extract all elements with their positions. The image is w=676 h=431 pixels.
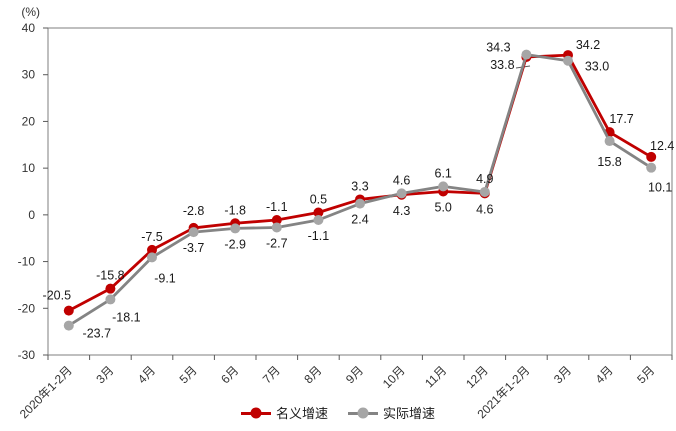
x-axis-label: 6月 — [218, 363, 241, 386]
y-axis-unit-label: (%) — [21, 5, 40, 19]
x-axis-label: 3月 — [93, 363, 116, 386]
data-label-s0-8: 4.3 — [393, 204, 410, 218]
data-label-s1-1: -18.1 — [112, 310, 141, 324]
x-axis-label: 8月 — [301, 363, 324, 386]
data-label-s1-9: 6.1 — [435, 166, 452, 180]
data-label-s0-6: 0.5 — [310, 193, 327, 207]
plot-area-border — [47, 27, 673, 356]
x-axis-label: 10月 — [380, 363, 408, 391]
data-point-s1-0 — [63, 320, 74, 331]
data-label-s1-11: 34.3 — [486, 41, 510, 55]
x-axis-label: 11月 — [422, 363, 449, 390]
x-axis-label: 9月 — [343, 363, 366, 386]
data-label-s0-4: -1.8 — [224, 203, 246, 217]
data-label-s1-14: 10.1 — [648, 181, 672, 195]
data-point-s1-3 — [188, 227, 199, 238]
legend-marker-real-icon — [348, 407, 378, 419]
legend-dot-nominal-icon — [250, 407, 262, 418]
data-label-s0-12: 34.2 — [576, 38, 600, 52]
y-axis-tick-label: 30 — [22, 68, 36, 82]
data-point-s1-2 — [147, 252, 157, 263]
data-point-s0-2 — [147, 244, 157, 255]
data-label-s1-12: 33.0 — [585, 60, 609, 74]
y-axis-tick-label: 40 — [22, 21, 36, 35]
data-label-s1-7: 2.4 — [351, 213, 368, 227]
x-axis-label: 5月 — [634, 363, 657, 386]
data-point-s1-10 — [479, 186, 490, 197]
y-axis-tick-label: -20 — [18, 301, 36, 315]
y-axis-tick-label: 20 — [22, 114, 36, 128]
chart-legend: 名义增速 实际增速 — [0, 403, 676, 422]
data-label-s1-0: -23.7 — [83, 327, 112, 341]
data-point-s1-9 — [438, 181, 449, 192]
y-axis-tick-label: -10 — [18, 255, 36, 269]
data-label-s0-7: 3.3 — [351, 179, 368, 193]
data-point-s0-14 — [646, 151, 657, 162]
data-point-s1-14 — [646, 162, 657, 173]
data-label-s1-3: -3.7 — [183, 241, 205, 255]
data-label-s1-8: 4.6 — [393, 173, 410, 187]
y-axis-tick-label: -30 — [18, 348, 36, 362]
data-point-s0-0 — [63, 305, 74, 316]
data-point-s1-8 — [396, 188, 407, 199]
x-axis-label: 12月 — [463, 363, 491, 391]
data-label-s0-2: -7.5 — [141, 230, 163, 244]
legend-label-nominal: 名义增速 — [275, 406, 328, 421]
data-point-s1-4 — [230, 223, 241, 234]
data-point-s0-1 — [105, 283, 116, 294]
legend-dot-real-icon — [357, 407, 369, 418]
y-axis-tick-label: 0 — [28, 208, 35, 222]
data-point-s1-7 — [355, 198, 365, 209]
x-axis-label: 7月 — [260, 363, 283, 386]
legend-marker-nominal-icon — [240, 407, 271, 419]
data-point-s1-6 — [313, 214, 324, 225]
x-axis-label: 4月 — [593, 363, 616, 386]
data-label-s0-9: 5.0 — [435, 201, 452, 215]
data-point-s1-13 — [604, 136, 615, 147]
data-point-s1-12 — [563, 55, 573, 66]
data-label-s1-6: -1.1 — [308, 229, 330, 243]
data-point-s1-1 — [105, 294, 116, 305]
data-label-s0-14: 12.4 — [650, 139, 674, 153]
data-label-s1-13: 15.8 — [597, 155, 621, 169]
x-axis-label: 5月 — [177, 363, 200, 386]
data-point-s0-6 — [313, 207, 324, 218]
data-label-s0-10: 4.6 — [476, 202, 493, 216]
data-label-s0-5: -1.1 — [266, 200, 288, 214]
y-axis-tick-label: 10 — [22, 161, 36, 175]
legend-item-real-growth: 实际增速 — [348, 403, 435, 422]
data-label-s1-2: -9.1 — [154, 271, 176, 285]
legend-label-real: 实际增速 — [383, 406, 436, 421]
data-label-s0-13: 17.7 — [609, 112, 633, 126]
x-axis-label: 3月 — [551, 363, 574, 386]
data-label-s0-0: -20.5 — [43, 289, 72, 303]
data-label-s0-3: -2.8 — [183, 204, 205, 218]
data-point-s1-5 — [271, 222, 282, 233]
data-label-s0-11: 33.8 — [490, 58, 514, 72]
data-point-s1-11 — [521, 49, 532, 60]
data-label-s1-10: 4.9 — [476, 172, 493, 186]
data-label-s1-5: -2.7 — [266, 236, 288, 250]
x-axis-label: 4月 — [135, 363, 158, 386]
data-label-s1-4: -2.9 — [224, 237, 246, 251]
data-label-s0-1: -15.8 — [96, 269, 125, 283]
legend-item-nominal-growth: 名义增速 — [240, 403, 328, 422]
data-point-s0-5 — [271, 214, 282, 225]
